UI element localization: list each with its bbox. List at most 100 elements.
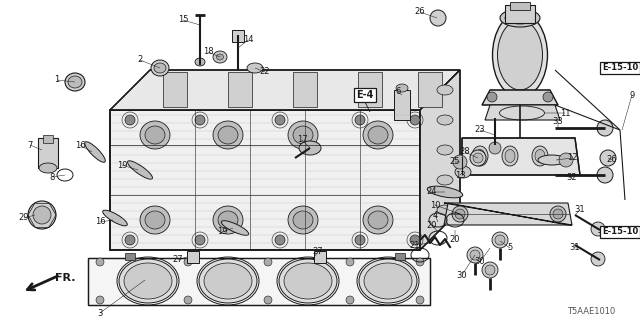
Ellipse shape: [359, 259, 417, 303]
Circle shape: [96, 296, 104, 304]
Text: E-15-10: E-15-10: [602, 228, 638, 236]
Ellipse shape: [293, 126, 313, 144]
Text: E-4: E-4: [356, 90, 374, 100]
Ellipse shape: [39, 163, 57, 173]
Text: 27: 27: [173, 255, 183, 265]
Text: 17: 17: [297, 135, 307, 145]
Ellipse shape: [368, 211, 388, 229]
Ellipse shape: [455, 166, 471, 178]
Circle shape: [543, 92, 553, 102]
Circle shape: [184, 296, 192, 304]
Text: 31: 31: [570, 244, 580, 252]
Ellipse shape: [437, 115, 453, 125]
Text: 19: 19: [116, 161, 127, 170]
Ellipse shape: [221, 221, 249, 235]
Ellipse shape: [288, 206, 318, 234]
Ellipse shape: [437, 175, 453, 185]
Circle shape: [492, 232, 508, 248]
Ellipse shape: [493, 12, 547, 98]
Text: 18: 18: [203, 47, 213, 57]
Bar: [43, 135, 53, 143]
Text: 14: 14: [243, 36, 253, 44]
Circle shape: [600, 150, 616, 166]
Ellipse shape: [437, 205, 453, 215]
Circle shape: [482, 262, 498, 278]
Text: 26: 26: [607, 156, 618, 164]
Ellipse shape: [68, 76, 82, 88]
Polygon shape: [482, 90, 558, 105]
Circle shape: [489, 142, 501, 154]
Ellipse shape: [140, 121, 170, 149]
Circle shape: [597, 120, 613, 136]
Text: 8: 8: [49, 172, 54, 181]
Ellipse shape: [213, 121, 243, 149]
Ellipse shape: [195, 58, 205, 66]
Ellipse shape: [218, 126, 238, 144]
Text: 27: 27: [313, 247, 323, 257]
Text: T5AAE1010: T5AAE1010: [567, 308, 615, 316]
Text: 7: 7: [28, 140, 33, 149]
Circle shape: [597, 167, 613, 183]
Bar: [163, 72, 187, 107]
Text: 12: 12: [567, 154, 577, 163]
Circle shape: [467, 247, 483, 263]
Text: FR.: FR.: [55, 273, 76, 283]
Text: 28: 28: [460, 148, 470, 156]
Polygon shape: [462, 138, 580, 175]
Circle shape: [591, 222, 605, 236]
Ellipse shape: [472, 146, 488, 166]
Ellipse shape: [396, 84, 408, 92]
Circle shape: [28, 201, 56, 229]
Bar: [228, 72, 252, 107]
Ellipse shape: [145, 126, 165, 144]
Bar: [187, 251, 199, 263]
Ellipse shape: [154, 63, 166, 73]
Ellipse shape: [218, 211, 238, 229]
Circle shape: [553, 209, 563, 219]
Circle shape: [355, 115, 365, 125]
Text: 31: 31: [575, 205, 586, 214]
Circle shape: [410, 115, 420, 125]
Text: 1: 1: [54, 76, 60, 84]
Text: 16: 16: [95, 218, 106, 227]
Text: 2: 2: [138, 55, 143, 65]
Circle shape: [410, 235, 420, 245]
Ellipse shape: [437, 85, 453, 95]
Text: 26: 26: [415, 7, 426, 17]
Ellipse shape: [151, 60, 169, 76]
Text: 20: 20: [427, 220, 437, 229]
Polygon shape: [444, 203, 572, 225]
Circle shape: [125, 235, 135, 245]
Text: 30: 30: [457, 270, 467, 279]
Ellipse shape: [140, 206, 170, 234]
Circle shape: [184, 258, 192, 266]
Polygon shape: [485, 105, 560, 120]
Bar: [510, 2, 530, 10]
Bar: [232, 30, 244, 42]
Circle shape: [416, 296, 424, 304]
Bar: [38, 138, 58, 168]
Bar: [358, 72, 382, 107]
Circle shape: [96, 258, 104, 266]
Circle shape: [346, 258, 354, 266]
Circle shape: [275, 115, 285, 125]
Bar: [505, 5, 535, 23]
Ellipse shape: [368, 126, 388, 144]
Text: 13: 13: [454, 171, 465, 180]
Polygon shape: [110, 70, 460, 110]
Ellipse shape: [204, 263, 252, 299]
Bar: [395, 253, 405, 260]
Polygon shape: [420, 70, 460, 250]
Circle shape: [33, 206, 51, 224]
Ellipse shape: [284, 263, 332, 299]
Ellipse shape: [288, 121, 318, 149]
Circle shape: [470, 250, 480, 260]
Ellipse shape: [65, 73, 85, 91]
Text: 33: 33: [552, 117, 563, 126]
Circle shape: [455, 209, 465, 219]
Text: E-15-10: E-15-10: [602, 63, 638, 73]
Ellipse shape: [500, 9, 540, 27]
Text: 23: 23: [475, 125, 485, 134]
Circle shape: [485, 265, 495, 275]
Ellipse shape: [124, 263, 172, 299]
